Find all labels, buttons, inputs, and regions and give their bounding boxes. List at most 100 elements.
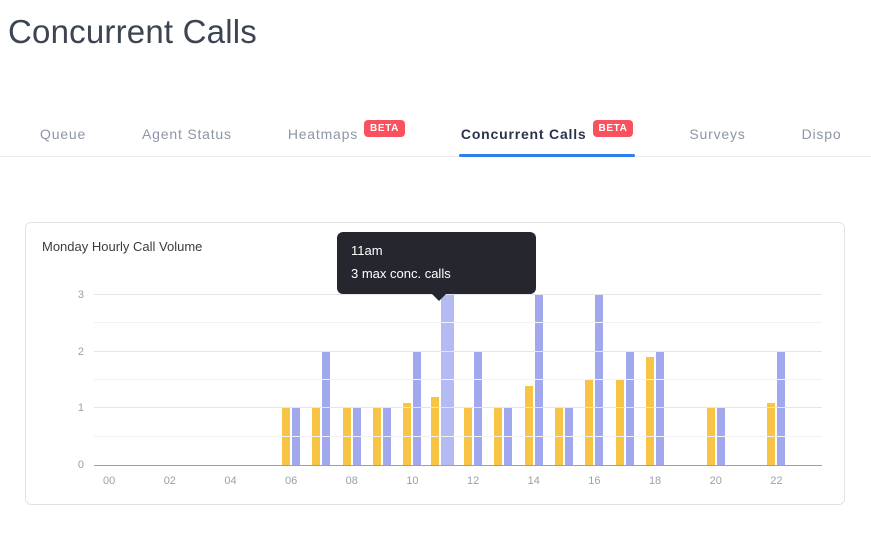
bar-group-00: [94, 296, 124, 465]
bar-11-max-conc-calls[interactable]: [441, 295, 455, 465]
bar-group-23: [792, 296, 822, 465]
bar-group-16: [579, 295, 609, 465]
x-tick-label: [428, 475, 458, 487]
tab-heatmaps[interactable]: Heatmaps BETA: [288, 112, 405, 156]
bar-09-max-conc-calls[interactable]: [383, 408, 392, 465]
tab-label: Heatmaps: [287, 126, 359, 142]
bar-group-14: [519, 295, 549, 465]
bar-group-13: [488, 296, 518, 465]
bar-18-yellow[interactable]: [646, 357, 655, 465]
bar-group-02: [155, 296, 185, 465]
tab-bar: Queue Agent Status Heatmaps BETA Concurr…: [0, 112, 871, 157]
tab-queue[interactable]: Queue: [40, 112, 86, 156]
bar-13-max-conc-calls[interactable]: [504, 408, 513, 465]
bar-17-yellow[interactable]: [615, 380, 624, 465]
tab-agent-status[interactable]: Agent Status: [142, 112, 232, 156]
x-tick-label: 04: [224, 475, 237, 487]
bar-20-yellow[interactable]: [706, 408, 715, 465]
y-tick-label: 2: [77, 345, 84, 358]
tooltip-caret-icon: [431, 293, 447, 301]
bar-11-yellow[interactable]: [431, 397, 440, 465]
bar-16-yellow[interactable]: [585, 380, 594, 465]
x-tick-label: [488, 475, 518, 487]
y-tick-label: 3: [77, 289, 84, 301]
tab-label: Dispo: [801, 126, 842, 142]
x-tick-label: [731, 475, 761, 487]
x-tick-label: [246, 475, 276, 487]
bar-group-05: [246, 296, 276, 465]
tab-concurrent-calls[interactable]: Concurrent Calls BETA: [458, 112, 635, 157]
bar-group-06: [276, 296, 306, 465]
x-tick-label: [610, 475, 640, 487]
x-tick-label: [549, 475, 579, 487]
bar-08-max-conc-calls[interactable]: [352, 408, 361, 465]
bar-group-12: [458, 296, 488, 465]
x-tick-label: [124, 475, 154, 487]
bar-14-max-conc-calls[interactable]: [534, 295, 543, 465]
x-tick-label: 00: [103, 475, 116, 487]
x-tick-label: [185, 475, 215, 487]
bar-20-max-conc-calls[interactable]: [716, 408, 725, 465]
bar-group-03: [185, 296, 215, 465]
bar-group-15: [549, 296, 579, 465]
bar-group-07: [306, 296, 336, 465]
tooltip-time: 11am: [351, 243, 383, 258]
gridline: [94, 435, 822, 437]
bar-09-yellow[interactable]: [373, 408, 382, 465]
bar-group-01: [124, 296, 154, 465]
page-title: Concurrent Calls: [8, 13, 257, 50]
bar-15-max-conc-calls[interactable]: [565, 408, 574, 465]
x-tick-label: [306, 475, 336, 487]
bar-13-yellow[interactable]: [494, 408, 503, 465]
x-tick-label: 18: [648, 475, 662, 487]
bar-10-yellow[interactable]: [403, 402, 412, 465]
tab-label: Surveys: [689, 126, 746, 142]
bar-06-yellow[interactable]: [282, 408, 291, 465]
bar-group-19: [670, 296, 700, 465]
bar-group-17: [610, 296, 640, 465]
x-tick-label: 22: [770, 475, 783, 487]
bar-group-04: [215, 296, 245, 465]
gridline: [94, 322, 822, 324]
x-tick-label: 10: [406, 475, 419, 487]
chart-tooltip: 11am 3 max conc. calls: [337, 232, 536, 301]
bar-16-max-conc-calls[interactable]: [595, 295, 604, 465]
tooltip-value: 3 max conc. calls: [351, 266, 451, 281]
tab-surveys[interactable]: Surveys: [689, 112, 745, 156]
x-tick-label: 20: [709, 475, 722, 487]
bar-group-20: [701, 296, 731, 465]
bar-group-22: [761, 296, 791, 465]
x-axis: 00 02 04 06 08 10 12 14 16 18 20 22: [94, 475, 822, 487]
x-tick-label: 16: [588, 475, 601, 487]
y-tick-label: 0: [77, 459, 84, 471]
tab-label: Queue: [40, 126, 87, 142]
x-tick-label: 02: [163, 475, 176, 487]
bar-22-yellow[interactable]: [767, 402, 776, 465]
tab-dispo[interactable]: Dispo: [802, 112, 842, 156]
bar-14-yellow[interactable]: [524, 385, 533, 465]
bar-group-11: [428, 295, 458, 465]
bar-group-10: [397, 296, 427, 465]
bar-06-max-conc-calls[interactable]: [292, 408, 301, 465]
x-tick-label: 12: [466, 475, 480, 487]
bar-15-yellow[interactable]: [555, 408, 564, 465]
bar-group-08: [337, 296, 367, 465]
x-tick-label: 08: [345, 475, 358, 487]
x-tick-label: [792, 475, 822, 487]
gridline: [94, 407, 822, 409]
bar-12-yellow[interactable]: [464, 408, 473, 465]
beta-badge: BETA: [364, 119, 405, 137]
x-tick-label: 14: [527, 475, 540, 487]
bar-07-yellow[interactable]: [312, 408, 321, 465]
chart-plot: 0 1 2 3: [78, 289, 822, 471]
tab-label: Concurrent Calls: [460, 126, 587, 142]
chart-title: Monday Hourly Call Volume: [42, 239, 203, 254]
y-tick-label: 1: [77, 402, 84, 415]
beta-badge: BETA: [592, 119, 634, 137]
bar-08-yellow[interactable]: [342, 408, 351, 465]
gridline: [94, 294, 822, 295]
tab-label: Agent Status: [142, 126, 232, 142]
bars-row: [94, 295, 822, 465]
bar-group-09: [367, 296, 397, 465]
